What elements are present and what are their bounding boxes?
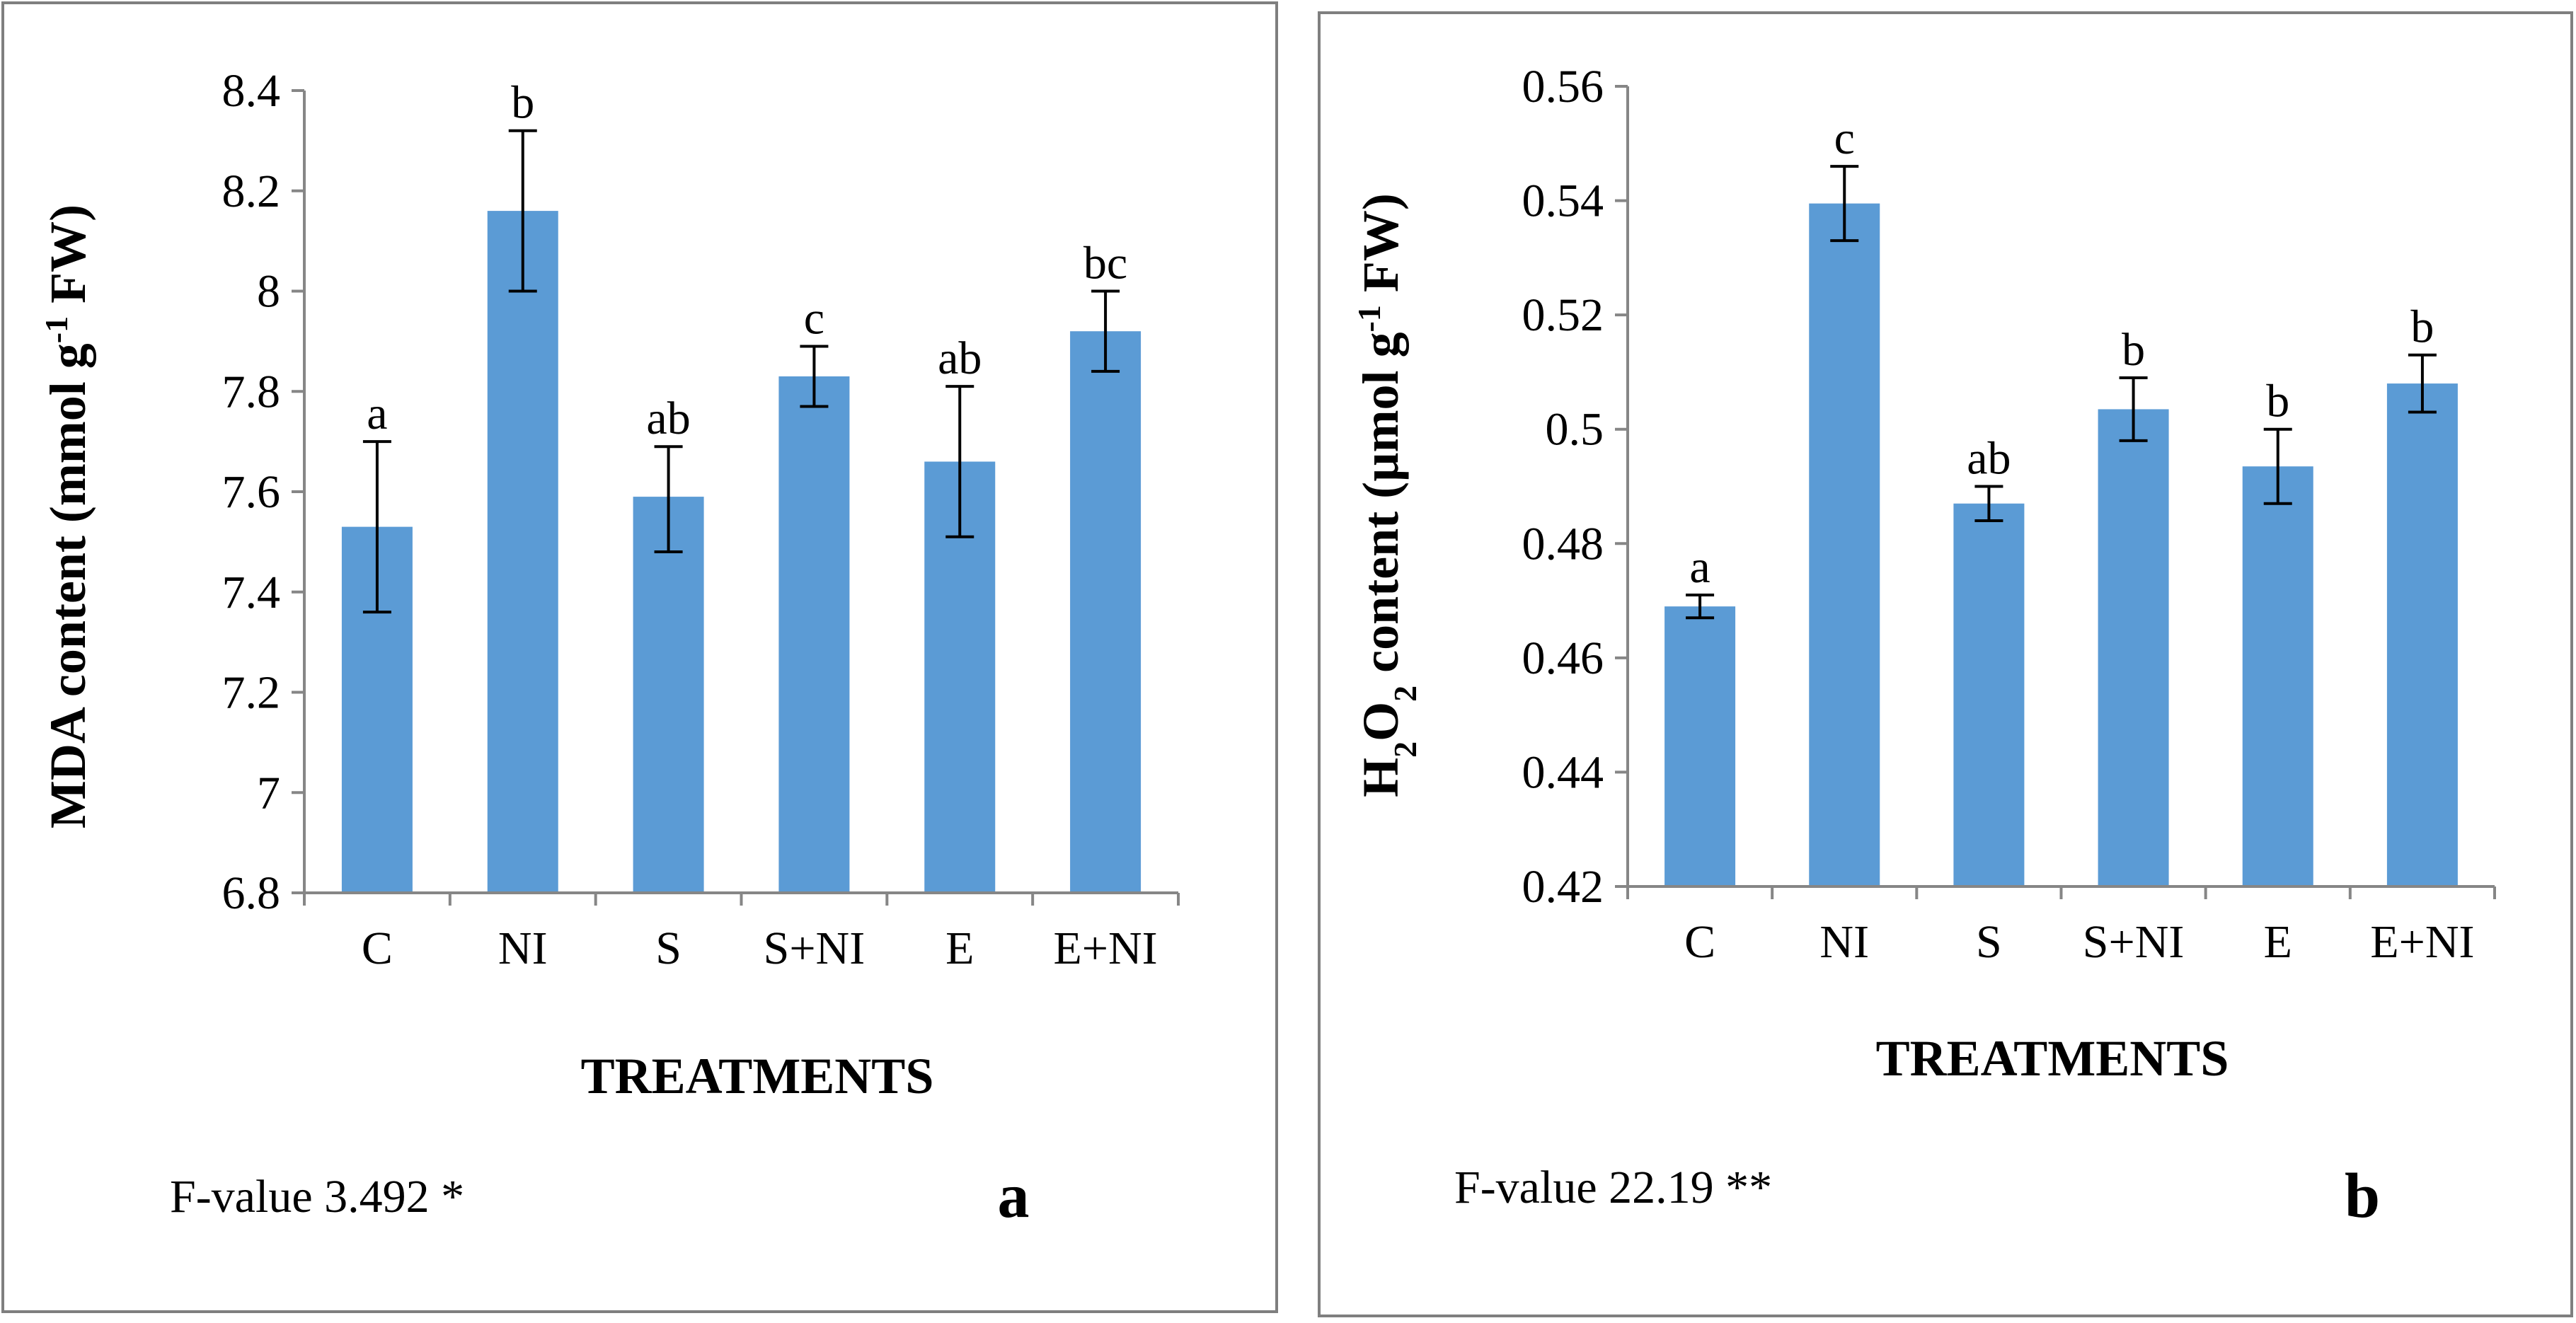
significance-letter: a: [367, 388, 387, 439]
x-tick-label: E: [2264, 916, 2292, 968]
error-bar: [1830, 165, 1859, 243]
error-bar: [945, 385, 974, 538]
panel-b-panel-label: b: [2345, 1161, 2380, 1231]
x-tick-label: S+NI: [764, 923, 866, 974]
significance-letter: ab: [938, 333, 982, 384]
panel-a-x-axis: C NI S S+NI E E+NI: [303, 891, 1180, 974]
x-tick-label: NI: [1819, 916, 1869, 968]
y-tick-label: 7: [257, 767, 280, 819]
error-bar: [2263, 427, 2292, 505]
bar: [2386, 383, 2458, 886]
panel-b-error-bars: [1686, 165, 2437, 620]
error-bar: [2408, 353, 2437, 414]
panel-b-frame: [1318, 11, 2573, 1317]
y-tick-label: 7.4: [222, 567, 281, 618]
bar: [2242, 466, 2313, 886]
bar: [1809, 203, 1880, 886]
error-bar: [362, 440, 391, 614]
x-tick-label: E+NI: [1053, 923, 1157, 974]
y-tick-label: 6.8: [222, 867, 281, 919]
panel-a-panel-label: a: [998, 1161, 1030, 1231]
significance-letter: b: [2266, 376, 2289, 427]
significance-letter: b: [2122, 324, 2145, 376]
y-tick-label: 7.2: [222, 667, 281, 719]
x-tick-label: E+NI: [2370, 916, 2474, 968]
x-tick-label: S: [655, 923, 682, 974]
significance-letter: b: [511, 77, 534, 129]
x-tick-label: C: [362, 923, 393, 974]
bar: [1953, 503, 2025, 886]
error-bar: [508, 129, 537, 293]
x-tick-label: NI: [498, 923, 548, 974]
y-tick-label: 8: [257, 266, 280, 318]
y-tick-label: 0.42: [1522, 861, 1604, 913]
significance-letter: a: [1689, 541, 1710, 593]
x-tick-label: S: [1976, 916, 2002, 968]
error-bar: [1974, 485, 2003, 522]
panel-b-y-axis: 0.42 0.44 0.46 0.48 0.5 0.52 0.54 0.56: [1522, 61, 1629, 913]
error-bar: [1091, 289, 1120, 373]
panel-a-y-axis: 6.8 7 7.2 7.4 7.6 7.8 8 8.2 8.4: [222, 65, 306, 919]
y-tick-label: 0.5: [1546, 404, 1604, 456]
y-tick-label: 0.54: [1522, 175, 1604, 227]
y-tick-label: 0.52: [1522, 289, 1604, 341]
bar: [2098, 409, 2169, 886]
x-tick-label: E: [945, 923, 974, 974]
significance-letter: ab: [646, 393, 690, 444]
x-tick-label: S+NI: [2083, 916, 2185, 968]
bar: [487, 211, 558, 894]
error-bar: [2119, 376, 2148, 442]
y-tick-label: 7.6: [222, 466, 281, 518]
bar: [1070, 331, 1142, 893]
error-bar: [654, 445, 683, 554]
panel-b-ylabel: H2O2 content (µmol g-1 FW): [1351, 193, 1423, 797]
significance-letter: c: [804, 292, 824, 344]
panel-b-xlabel: TREATMENTS: [1876, 1030, 2229, 1087]
panel-b-bars: [1664, 203, 2458, 886]
significance-letter: c: [1834, 112, 1855, 164]
panel-b-letters: a c ab b b b: [1689, 112, 2434, 593]
bar: [778, 376, 850, 893]
bar: [633, 497, 704, 893]
y-tick-label: 0.48: [1522, 518, 1604, 570]
bar: [1664, 606, 1736, 886]
panel-a-f-value: F-value 3.492 *: [170, 1171, 464, 1223]
x-tick-label: C: [1684, 916, 1715, 968]
panel-a-xlabel: TREATMENTS: [581, 1048, 934, 1104]
significance-letter: bc: [1083, 238, 1127, 289]
y-tick-label: 8.2: [222, 166, 281, 217]
error-bar: [1686, 593, 1715, 620]
y-tick-label: 0.44: [1522, 746, 1604, 798]
y-tick-label: 7.8: [222, 366, 281, 417]
panel-b-x-axis: C NI S S+NI E E+NI: [1626, 885, 2496, 968]
y-tick-label: 0.46: [1522, 632, 1604, 684]
panel-b-f-value: F-value 22.19 **: [1454, 1162, 1772, 1213]
significance-letter: ab: [1967, 433, 2011, 485]
panel-a-error-bars: [362, 129, 1120, 614]
error-bar: [800, 345, 829, 408]
panel-a-ylabel: MDA content (mmol g-1 FW): [38, 204, 97, 828]
y-tick-label: 0.56: [1522, 61, 1604, 112]
y-tick-label: 8.4: [222, 65, 281, 117]
significance-letter: b: [2410, 301, 2434, 353]
